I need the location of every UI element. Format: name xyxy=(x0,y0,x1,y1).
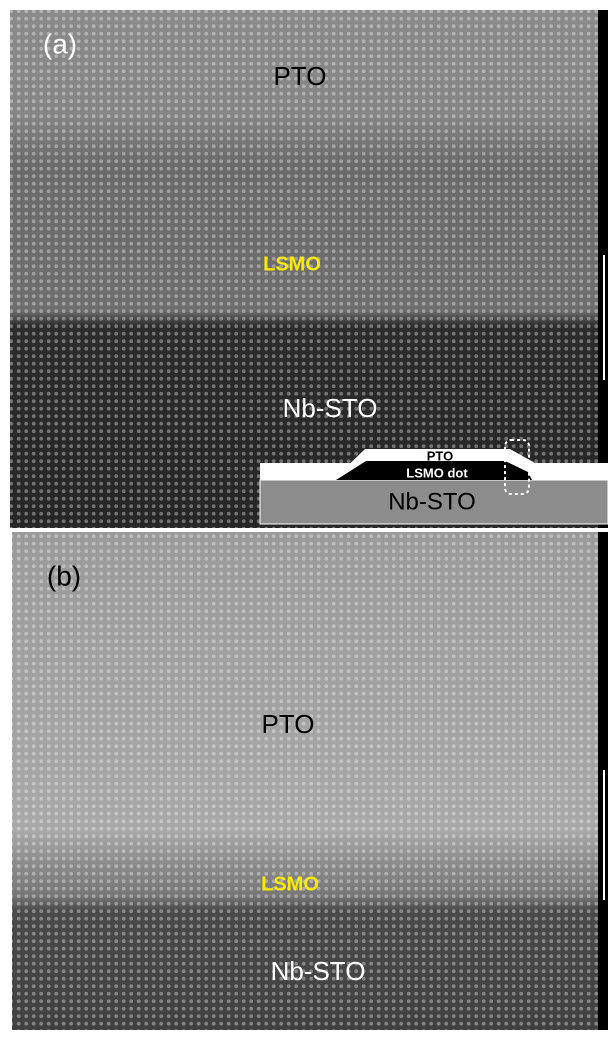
layer-label: Nb-STO xyxy=(271,956,366,986)
panel-a: (a) PTO LSMO Nb-STO PTO LSMO dot Nb-STO xyxy=(10,10,608,528)
layer-label: PTO xyxy=(274,61,327,91)
layer-label: LSMO xyxy=(263,253,321,275)
layer-label: LSMO xyxy=(261,873,319,895)
figure: (a) PTO LSMO Nb-STO PTO LSMO dot Nb-STO … xyxy=(0,0,608,1038)
inset-label: LSMO dot xyxy=(406,465,468,480)
inset-label: Nb-STO xyxy=(388,488,476,515)
panel-b: (b) PTO LSMO Nb-STO xyxy=(12,532,608,1030)
inset-label: PTO xyxy=(427,448,454,463)
panel-label: (a) xyxy=(43,28,77,59)
layer-label: Nb-STO xyxy=(283,393,378,423)
panel-label: (b) xyxy=(47,560,81,591)
layer-label: PTO xyxy=(262,709,315,739)
